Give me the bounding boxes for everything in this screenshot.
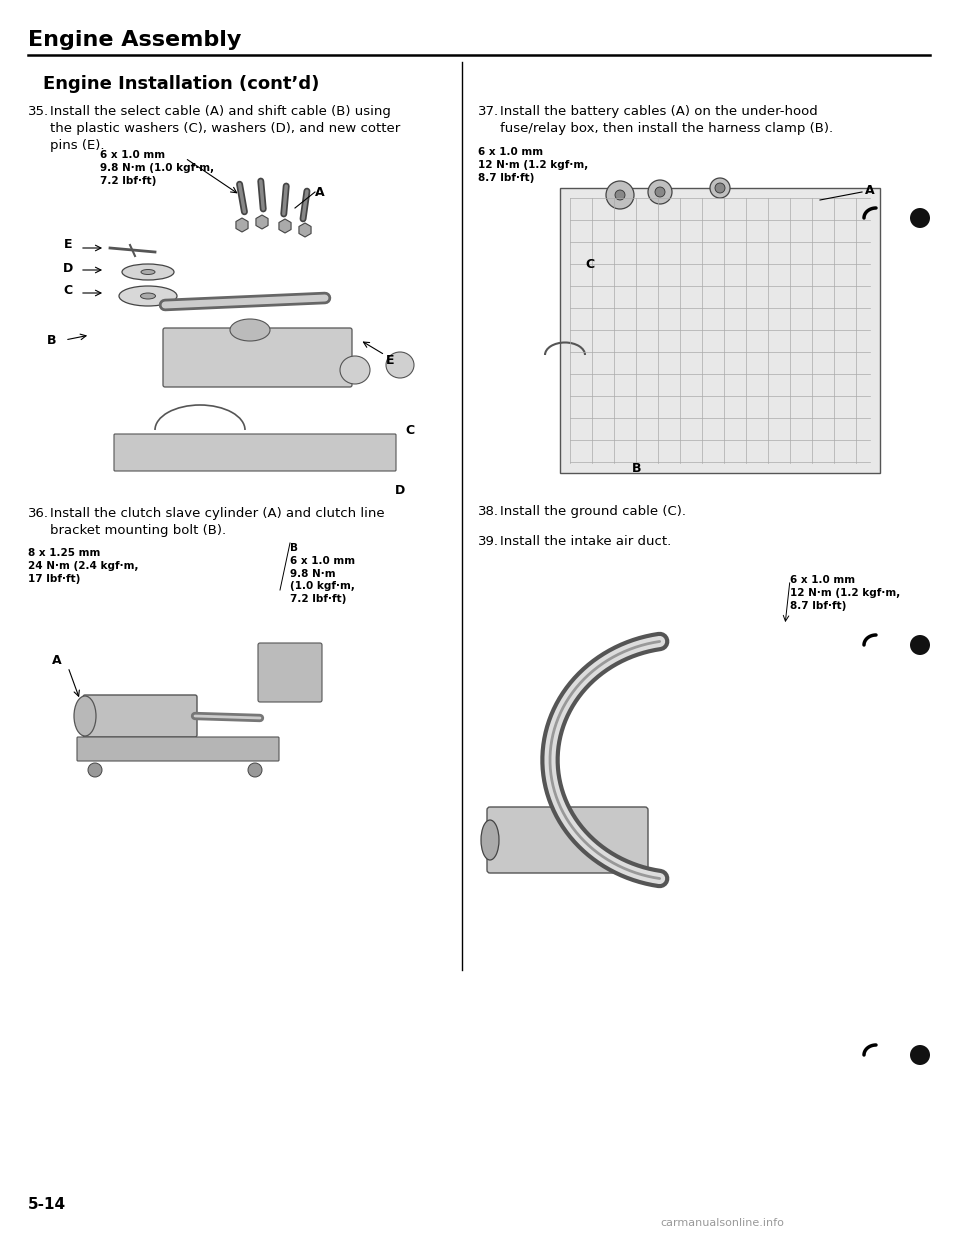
Circle shape: [648, 180, 672, 204]
Circle shape: [615, 190, 625, 200]
FancyBboxPatch shape: [114, 433, 396, 471]
Text: 6 x 1.0 mm
12 N·m (1.2 kgf·m,
8.7 lbf·ft): 6 x 1.0 mm 12 N·m (1.2 kgf·m, 8.7 lbf·ft…: [790, 575, 900, 611]
Text: E: E: [386, 354, 395, 366]
Text: A: A: [52, 653, 61, 667]
FancyBboxPatch shape: [163, 328, 352, 388]
Text: A: A: [865, 184, 875, 196]
Ellipse shape: [140, 293, 156, 299]
FancyBboxPatch shape: [560, 188, 880, 473]
FancyBboxPatch shape: [77, 737, 279, 761]
Ellipse shape: [481, 820, 499, 859]
Text: Install the battery cables (A) on the under-hood
fuse/relay box, then install th: Install the battery cables (A) on the un…: [500, 106, 833, 135]
Circle shape: [910, 207, 930, 229]
Text: D: D: [62, 262, 73, 274]
Text: Engine Assembly: Engine Assembly: [28, 30, 241, 50]
Ellipse shape: [141, 270, 155, 274]
Circle shape: [910, 635, 930, 655]
Text: D: D: [395, 483, 405, 497]
Circle shape: [910, 1045, 930, 1064]
Text: B
6 x 1.0 mm
9.8 N·m
(1.0 kgf·m,
7.2 lbf·ft): B 6 x 1.0 mm 9.8 N·m (1.0 kgf·m, 7.2 lbf…: [290, 543, 355, 604]
Ellipse shape: [230, 319, 270, 342]
Text: B: B: [632, 462, 641, 474]
FancyBboxPatch shape: [83, 696, 197, 737]
Text: E: E: [63, 238, 72, 251]
Ellipse shape: [119, 286, 177, 306]
Text: 6 x 1.0 mm
12 N·m (1.2 kgf·m,
8.7 lbf·ft): 6 x 1.0 mm 12 N·m (1.2 kgf·m, 8.7 lbf·ft…: [478, 147, 588, 183]
Text: B: B: [47, 334, 57, 347]
Text: Install the clutch slave cylinder (A) and clutch line
bracket mounting bolt (B).: Install the clutch slave cylinder (A) an…: [50, 507, 385, 537]
Text: Install the ground cable (C).: Install the ground cable (C).: [500, 505, 686, 518]
Text: 38.: 38.: [478, 505, 499, 518]
Circle shape: [606, 181, 634, 209]
Ellipse shape: [340, 356, 370, 384]
Text: 8 x 1.25 mm
24 N·m (2.4 kgf·m,
17 lbf·ft): 8 x 1.25 mm 24 N·m (2.4 kgf·m, 17 lbf·ft…: [28, 548, 138, 584]
Text: Install the intake air duct.: Install the intake air duct.: [500, 535, 671, 548]
Text: 37.: 37.: [478, 106, 499, 118]
Circle shape: [248, 763, 262, 777]
Text: 39.: 39.: [478, 535, 499, 548]
Ellipse shape: [386, 351, 414, 378]
Circle shape: [710, 178, 730, 197]
Text: A: A: [315, 185, 324, 199]
Text: 36.: 36.: [28, 507, 49, 520]
Circle shape: [88, 763, 102, 777]
Ellipse shape: [122, 265, 174, 279]
Text: C: C: [63, 283, 73, 297]
Text: 6 x 1.0 mm
9.8 N·m (1.0 kgf·m,
7.2 lbf·ft): 6 x 1.0 mm 9.8 N·m (1.0 kgf·m, 7.2 lbf·f…: [100, 150, 214, 185]
Text: 35.: 35.: [28, 106, 49, 118]
Text: Install the select cable (A) and shift cable (B) using
the plastic washers (C), : Install the select cable (A) and shift c…: [50, 106, 400, 152]
Text: Engine Installation (cont’d): Engine Installation (cont’d): [43, 75, 320, 93]
Ellipse shape: [74, 696, 96, 737]
Text: 5-14: 5-14: [28, 1197, 66, 1212]
Text: C: C: [405, 424, 414, 436]
Text: carmanualsonline.info: carmanualsonline.info: [660, 1218, 784, 1228]
Circle shape: [715, 183, 725, 193]
FancyBboxPatch shape: [487, 807, 648, 873]
Text: C: C: [585, 258, 594, 272]
FancyBboxPatch shape: [258, 643, 322, 702]
Circle shape: [655, 188, 665, 197]
